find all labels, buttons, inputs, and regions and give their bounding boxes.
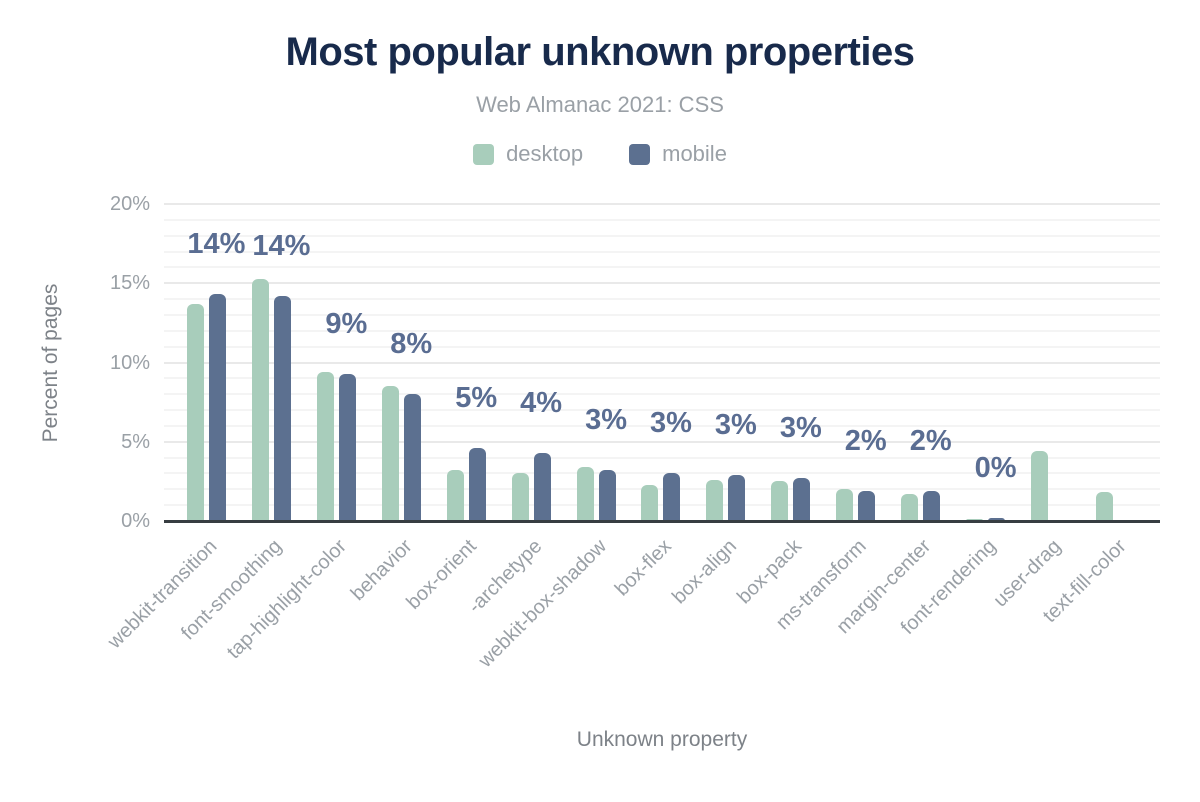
bar-desktop-box-align (706, 479, 724, 521)
y-tick-label-5: 5% (121, 430, 150, 453)
bar-value-label-webkit-transition: 14% (187, 228, 246, 261)
legend-item-desktop: desktop (473, 141, 583, 167)
y-tick-label-0: 0% (121, 510, 150, 532)
bar-mobile-webkit-box-shadow (598, 470, 616, 521)
bar-desktop-ms-transform (836, 489, 854, 521)
bar-value-label-font-rendering: 0% (974, 451, 1017, 484)
bar-desktop-tap-highlight-color (316, 372, 334, 521)
gridline-minor (164, 298, 1160, 301)
bar-desktop-webkit-transition (186, 303, 204, 521)
legend-swatch-desktop (473, 143, 495, 165)
legend-swatch-mobile (629, 143, 651, 165)
bar-desktop-behavior (381, 386, 399, 521)
bar-desktop-user-drag (1031, 451, 1049, 521)
bar-value-label-box-flex: 3% (650, 407, 692, 440)
bar-mobile-box-flex (663, 473, 681, 521)
chart-subtitle: Web Almanac 2021: CSS (476, 92, 724, 117)
bar-value-label-margin-center: 2% (909, 424, 952, 457)
bar-value-label-box-pack: 3% (779, 412, 822, 445)
bar-mobile-box-orient (468, 448, 486, 521)
y-tick-label-15: 15% (109, 272, 150, 295)
gridline-minor (164, 218, 1160, 221)
bar-mobile-webkit-transition (208, 294, 226, 521)
bar-desktop-margin-center (901, 494, 919, 521)
y-axis-tick-labels: 0% 5% 10% 15% 20% (60, 193, 150, 532)
gridline-minor (164, 424, 1160, 427)
bar-desktop-box-pack (771, 481, 789, 521)
y-tick-label-20: 20% (109, 193, 150, 215)
plot-area: 14% webkit-transition 14% font-smoothing 9% t… (104, 203, 1160, 672)
gridline-minor (164, 472, 1160, 475)
bar-value-label-tap-highlight-color: 9% (325, 307, 368, 340)
bar-mobile-margin-center (923, 490, 941, 521)
legend: desktop mobile (0, 141, 1200, 167)
gridline-minor (164, 456, 1160, 459)
gridline-major (164, 203, 1160, 205)
bar-mobile-box-align (728, 475, 746, 521)
gridline-major (164, 282, 1160, 285)
bar-value-label-font-smoothing: 14% (252, 229, 311, 262)
bar-desktop-text-fill-color (1095, 492, 1113, 521)
gridline-major (164, 440, 1160, 443)
bar-desktop--archetype (511, 473, 529, 521)
x-axis-title: Unknown property (576, 728, 748, 751)
gridline-minor (164, 504, 1160, 507)
bar-mobile-font-smoothing (273, 295, 291, 521)
gridline-minor (164, 377, 1160, 380)
bar-mobile-behavior (403, 394, 421, 521)
gridline-minor (164, 345, 1160, 348)
bar-value-label--archetype: 4% (520, 386, 563, 419)
bar-value-label-behavior: 8% (390, 328, 433, 361)
gridline-minor (164, 329, 1160, 332)
bar-value-label-box-align: 3% (714, 409, 757, 442)
x-axis-line (164, 520, 1160, 523)
x-category-label-webkit-box-shadow: webkit-box-shadow (474, 535, 611, 672)
bar-mobile--archetype (533, 452, 551, 521)
x-category-label-webkit-transition: webkit-transition (103, 535, 222, 654)
bar-value-label-box-orient: 5% (455, 382, 498, 415)
gridline-minor (164, 266, 1160, 269)
bar-mobile-box-pack (793, 478, 811, 521)
bar-value-label-ms-transform: 2% (844, 424, 887, 457)
chart-title: Most popular unknown properties (285, 30, 915, 74)
legend-item-mobile: mobile (629, 141, 727, 167)
gridline-minor (164, 393, 1160, 396)
gridline-minor (164, 409, 1160, 412)
bar-mobile-tap-highlight-color (338, 373, 356, 521)
bar-mobile-font-rendering (988, 517, 1006, 521)
bar-desktop-box-orient (446, 470, 464, 521)
bar-desktop-box-flex (641, 484, 659, 521)
y-tick-label-10: 10% (109, 351, 150, 374)
legend-label-mobile: mobile (662, 141, 727, 166)
bar-desktop-font-smoothing (251, 278, 269, 521)
x-category-label-tap-highlight-color: tap-highlight-color (223, 535, 352, 664)
gridline-minor (164, 234, 1160, 237)
x-category-label-box-flex: box-flex (610, 535, 676, 601)
x-category-label-box-align: box-align (667, 535, 741, 609)
bar-mobile-ms-transform (858, 490, 876, 521)
gridline-minor (164, 250, 1160, 253)
legend-label-desktop: desktop (506, 141, 584, 166)
bar-desktop-webkit-box-shadow (576, 467, 594, 521)
bar-value-label-webkit-box-shadow: 3% (585, 404, 627, 437)
gridline-minor (164, 313, 1160, 316)
gridline-minor (164, 488, 1160, 491)
gridline-major (164, 361, 1160, 364)
